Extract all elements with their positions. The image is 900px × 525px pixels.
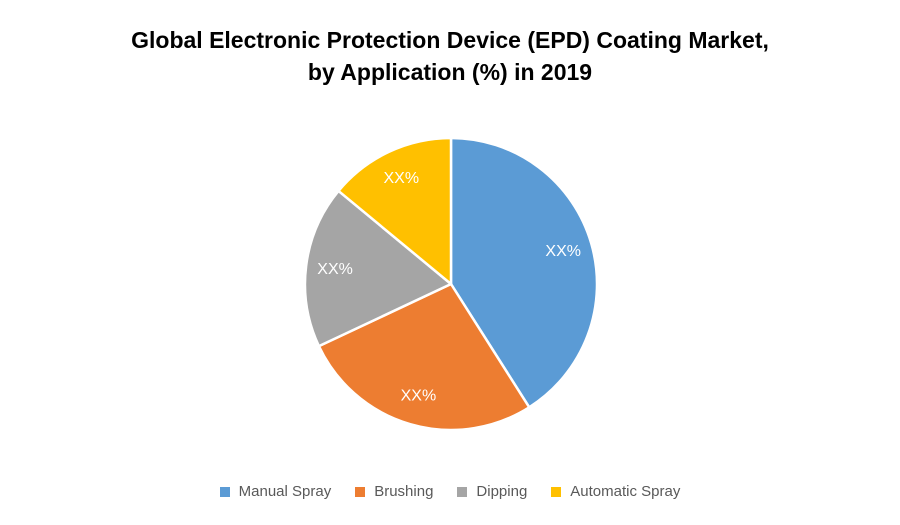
pie-slice-dipping xyxy=(303,189,453,348)
pie-data-label-manual-spray: XX% xyxy=(545,243,581,260)
pie-slice-automatic-spray xyxy=(337,136,453,286)
legend-item-manual-spray: Manual Spray xyxy=(219,483,332,500)
legend-label-manual-spray: Manual Spray xyxy=(238,483,332,500)
legend-item-dipping: Dipping xyxy=(457,483,527,500)
chart-title-line1: Global Electronic Protection Device (EPD… xyxy=(131,27,769,53)
chart-title-line2: by Application (%) in 2019 xyxy=(307,59,593,85)
legend-swatch-dipping xyxy=(457,486,468,497)
chart-title: Global Electronic Protection Device (EPD… xyxy=(0,24,900,88)
legend-label-brushing: Brushing xyxy=(374,483,434,500)
pie-slice-brushing xyxy=(317,282,531,432)
legend-swatch-automatic-spray xyxy=(551,486,562,497)
legend-label-dipping: Dipping xyxy=(476,483,528,500)
legend-swatch-manual-spray xyxy=(219,486,230,497)
legend-item-automatic-spray: Automatic Spray xyxy=(551,483,680,500)
legend-item-brushing: Brushing xyxy=(355,483,433,500)
legend-label-automatic-spray: Automatic Spray xyxy=(570,483,681,500)
legend-swatch-brushing xyxy=(355,486,366,497)
pie-data-label-automatic-spray: XX% xyxy=(384,170,420,187)
chart-legend: Manual Spray Brushing Dipping Automatic Spr… xyxy=(0,483,900,500)
pie-data-label-dipping: XX% xyxy=(317,261,353,278)
pie-data-label-brushing: XX% xyxy=(401,388,437,405)
